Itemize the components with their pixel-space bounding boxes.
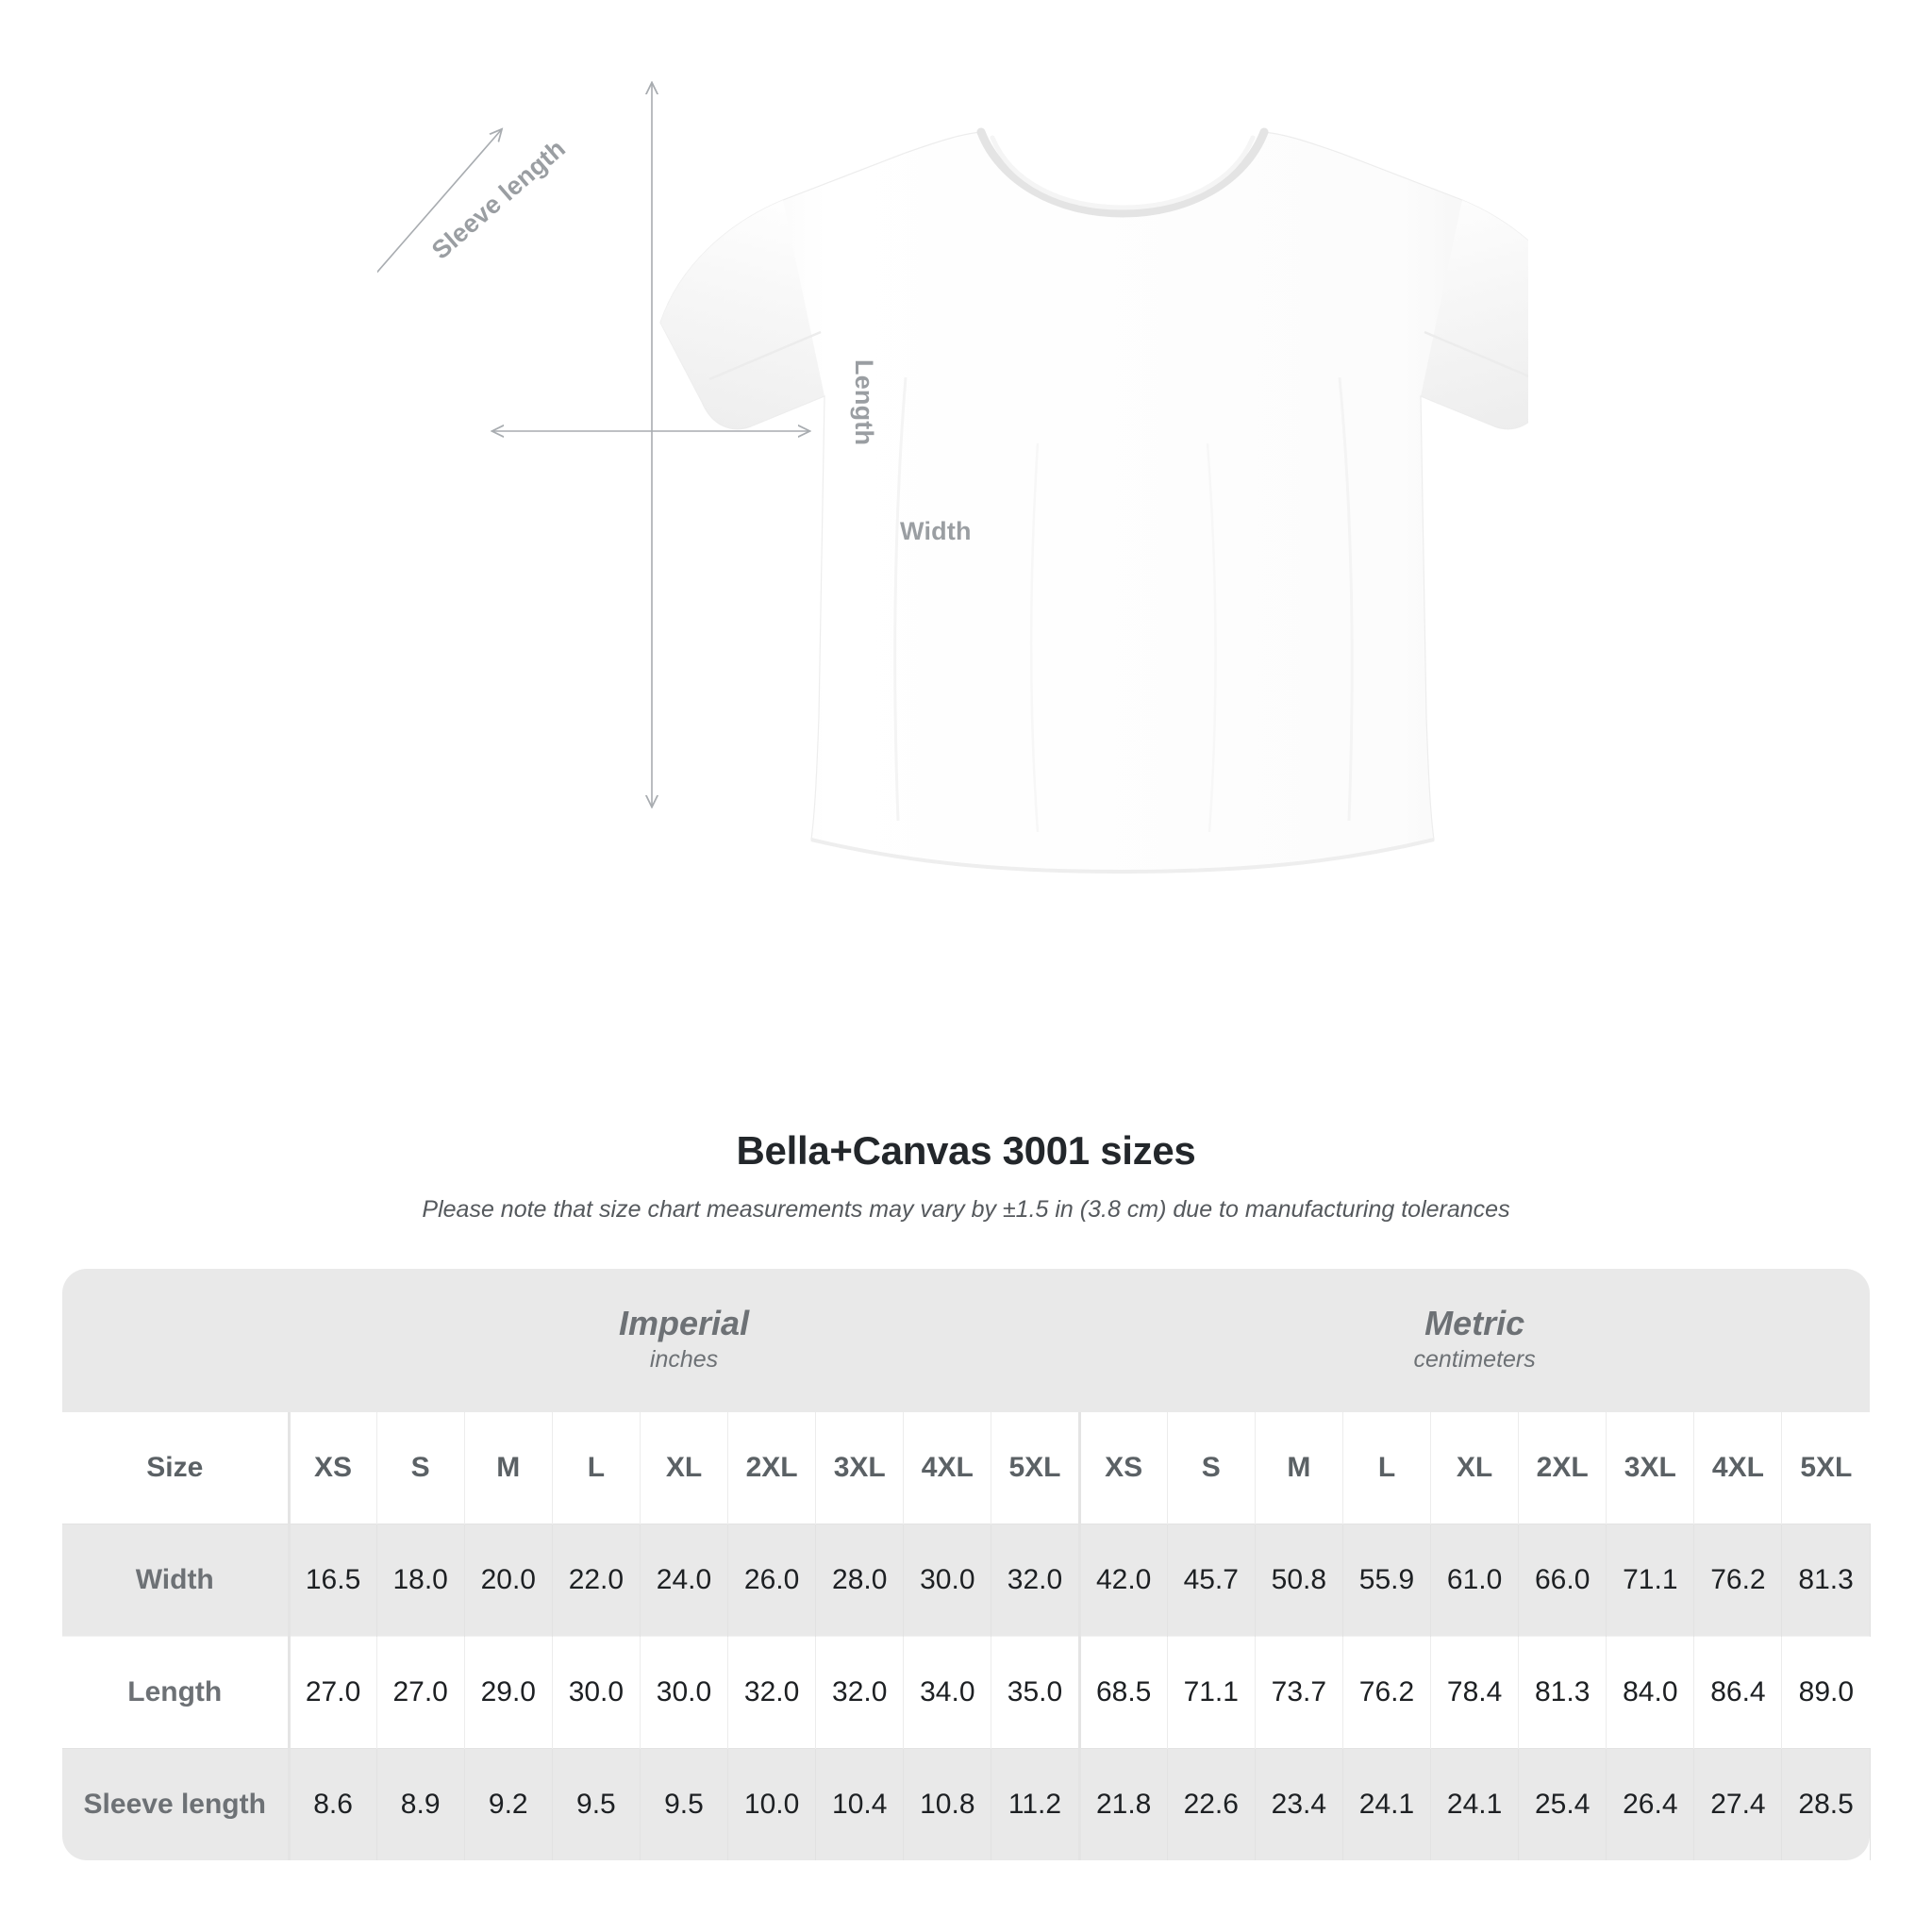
cell-length-imperial-m: 29.0 [464, 1636, 553, 1749]
row-label-width: Width [62, 1524, 291, 1637]
cell-width-imperial-xs: 16.5 [289, 1524, 377, 1637]
cell-sleeve-length-metric-l: 24.1 [1342, 1748, 1432, 1860]
measurement-arrows [377, 66, 1528, 1047]
cell-sleeve-length-metric-m: 23.4 [1255, 1748, 1343, 1860]
size-header-4xl-imperial: 4XL [903, 1412, 992, 1524]
cell-length-metric-xs: 68.5 [1079, 1636, 1168, 1749]
cell-sleeve-length-imperial-xs: 8.6 [289, 1748, 377, 1860]
cell-width-imperial-l: 22.0 [552, 1524, 641, 1637]
unit-group-imperial: Imperial inches [289, 1269, 1080, 1412]
cell-length-metric-3xl: 84.0 [1606, 1636, 1695, 1749]
size-header-2xl-imperial: 2XL [727, 1412, 817, 1524]
size-header-s-metric: S [1167, 1412, 1256, 1524]
cell-sleeve-length-imperial-3xl: 10.4 [815, 1748, 905, 1860]
cell-width-metric-xs: 42.0 [1079, 1524, 1168, 1637]
cell-sleeve-length-imperial-2xl: 10.0 [727, 1748, 817, 1860]
cell-length-metric-s: 71.1 [1167, 1636, 1256, 1749]
cell-width-imperial-4xl: 30.0 [903, 1524, 992, 1637]
cell-length-imperial-3xl: 32.0 [815, 1636, 905, 1749]
cell-width-metric-l: 55.9 [1342, 1524, 1432, 1637]
row-label-length: Length [62, 1636, 291, 1749]
cell-length-imperial-xl: 30.0 [640, 1636, 729, 1749]
unit-group-unit: inches [649, 1345, 719, 1373]
size-header-m-imperial: M [464, 1412, 553, 1524]
size-header-3xl-metric: 3XL [1606, 1412, 1695, 1524]
size-header-s-imperial: S [376, 1412, 465, 1524]
unit-header-spacer [62, 1269, 289, 1412]
cell-width-metric-4xl: 76.2 [1693, 1524, 1783, 1637]
size-header-xl-imperial: XL [640, 1412, 729, 1524]
cell-width-imperial-3xl: 28.0 [815, 1524, 905, 1637]
size-table: Imperial inches Metric centimeters Size XS S M L… [62, 1269, 1871, 1860]
size-header-4xl-metric: 4XL [1693, 1412, 1783, 1524]
cell-sleeve-length-metric-xl: 24.1 [1430, 1748, 1520, 1860]
size-header-xs-imperial: XS [289, 1412, 377, 1524]
size-header-l-imperial: L [552, 1412, 641, 1524]
unit-group-metric: Metric centimeters [1079, 1269, 1871, 1412]
tolerance-note: Please note that size chart measurements… [422, 1196, 1510, 1223]
cell-length-imperial-xs: 27.0 [289, 1636, 377, 1749]
size-header-3xl-imperial: 3XL [815, 1412, 905, 1524]
cell-width-metric-3xl: 71.1 [1606, 1524, 1695, 1637]
cell-width-imperial-m: 20.0 [464, 1524, 553, 1637]
size-header-m-metric: M [1255, 1412, 1343, 1524]
width-annotation-label: Width [900, 517, 972, 545]
cell-sleeve-length-metric-xs: 21.8 [1079, 1748, 1168, 1860]
size-table-container: Imperial inches Metric centimeters Size XS S M L… [62, 1269, 1871, 1860]
unit-group-name: Metric [1424, 1303, 1525, 1342]
cell-width-imperial-5xl: 32.0 [991, 1524, 1081, 1637]
cell-length-metric-5xl: 89.0 [1781, 1636, 1871, 1749]
size-header-xs-metric: XS [1079, 1412, 1168, 1524]
table-row: Sleeve length 8.6 8.9 9.2 9.5 9.5 10.0 10.4 10.8… [62, 1748, 1871, 1860]
length-annotation-label: Length [850, 359, 878, 446]
table-row: Length 27.0 27.0 29.0 30.0 30.0 32.0 32.0 34.0 35… [62, 1636, 1871, 1749]
cell-sleeve-length-imperial-s: 8.9 [376, 1748, 465, 1860]
size-header-xl-metric: XL [1430, 1412, 1520, 1524]
cell-sleeve-length-metric-4xl: 27.4 [1693, 1748, 1783, 1860]
row-header-size-label: Size [62, 1412, 291, 1524]
cell-width-imperial-2xl: 26.0 [727, 1524, 817, 1637]
cell-length-imperial-2xl: 32.0 [727, 1636, 817, 1749]
cell-width-metric-xl: 61.0 [1430, 1524, 1520, 1637]
size-header-5xl-metric: 5XL [1781, 1412, 1871, 1524]
unit-group-header-row: Imperial inches Metric centimeters [62, 1269, 1871, 1412]
cell-length-imperial-l: 30.0 [552, 1636, 641, 1749]
cell-width-metric-s: 45.7 [1167, 1524, 1256, 1637]
cell-sleeve-length-metric-s: 22.6 [1167, 1748, 1256, 1860]
cell-sleeve-length-imperial-5xl: 11.2 [991, 1748, 1081, 1860]
cell-sleeve-length-metric-5xl: 28.5 [1781, 1748, 1871, 1860]
cell-length-metric-xl: 78.4 [1430, 1636, 1520, 1749]
cell-sleeve-length-metric-2xl: 25.4 [1518, 1748, 1607, 1860]
cell-length-imperial-s: 27.0 [376, 1636, 465, 1749]
cell-sleeve-length-imperial-l: 9.5 [552, 1748, 641, 1860]
cell-width-imperial-s: 18.0 [376, 1524, 465, 1637]
cell-width-metric-m: 50.8 [1255, 1524, 1343, 1637]
cell-length-metric-l: 76.2 [1342, 1636, 1432, 1749]
table-row: Width 16.5 18.0 20.0 22.0 24.0 26.0 28.0 30.0 32.… [62, 1524, 1871, 1637]
unit-group-name: Imperial [619, 1303, 750, 1342]
cell-sleeve-length-imperial-4xl: 10.8 [903, 1748, 992, 1860]
cell-width-imperial-xl: 24.0 [640, 1524, 729, 1637]
tshirt-illustration: Sleeve length Length Width [377, 0, 1528, 1047]
size-header-2xl-metric: 2XL [1518, 1412, 1607, 1524]
size-header-5xl-imperial: 5XL [991, 1412, 1081, 1524]
cell-sleeve-length-imperial-m: 9.2 [464, 1748, 553, 1860]
unit-group-unit: centimeters [1413, 1345, 1536, 1373]
cell-sleeve-length-metric-3xl: 26.4 [1606, 1748, 1695, 1860]
cell-width-metric-2xl: 66.0 [1518, 1524, 1607, 1637]
page-title: Bella+Canvas 3001 sizes [736, 1128, 1196, 1173]
size-header-row: Size XS S M L XL 2XL 3XL 4XL 5XL XS S M L XL 2XL 3XL 4XL 5… [62, 1412, 1871, 1524]
tshirt-image [377, 66, 1528, 1047]
cell-length-imperial-4xl: 34.0 [903, 1636, 992, 1749]
cell-length-imperial-5xl: 35.0 [991, 1636, 1081, 1749]
tshirt-graphic [659, 127, 1528, 874]
row-label-sleeve-length: Sleeve length [62, 1748, 291, 1860]
cell-length-metric-m: 73.7 [1255, 1636, 1343, 1749]
cell-sleeve-length-imperial-xl: 9.5 [640, 1748, 729, 1860]
size-header-l-metric: L [1342, 1412, 1432, 1524]
cell-length-metric-2xl: 81.3 [1518, 1636, 1607, 1749]
cell-length-metric-4xl: 86.4 [1693, 1636, 1783, 1749]
cell-width-metric-5xl: 81.3 [1781, 1524, 1871, 1637]
